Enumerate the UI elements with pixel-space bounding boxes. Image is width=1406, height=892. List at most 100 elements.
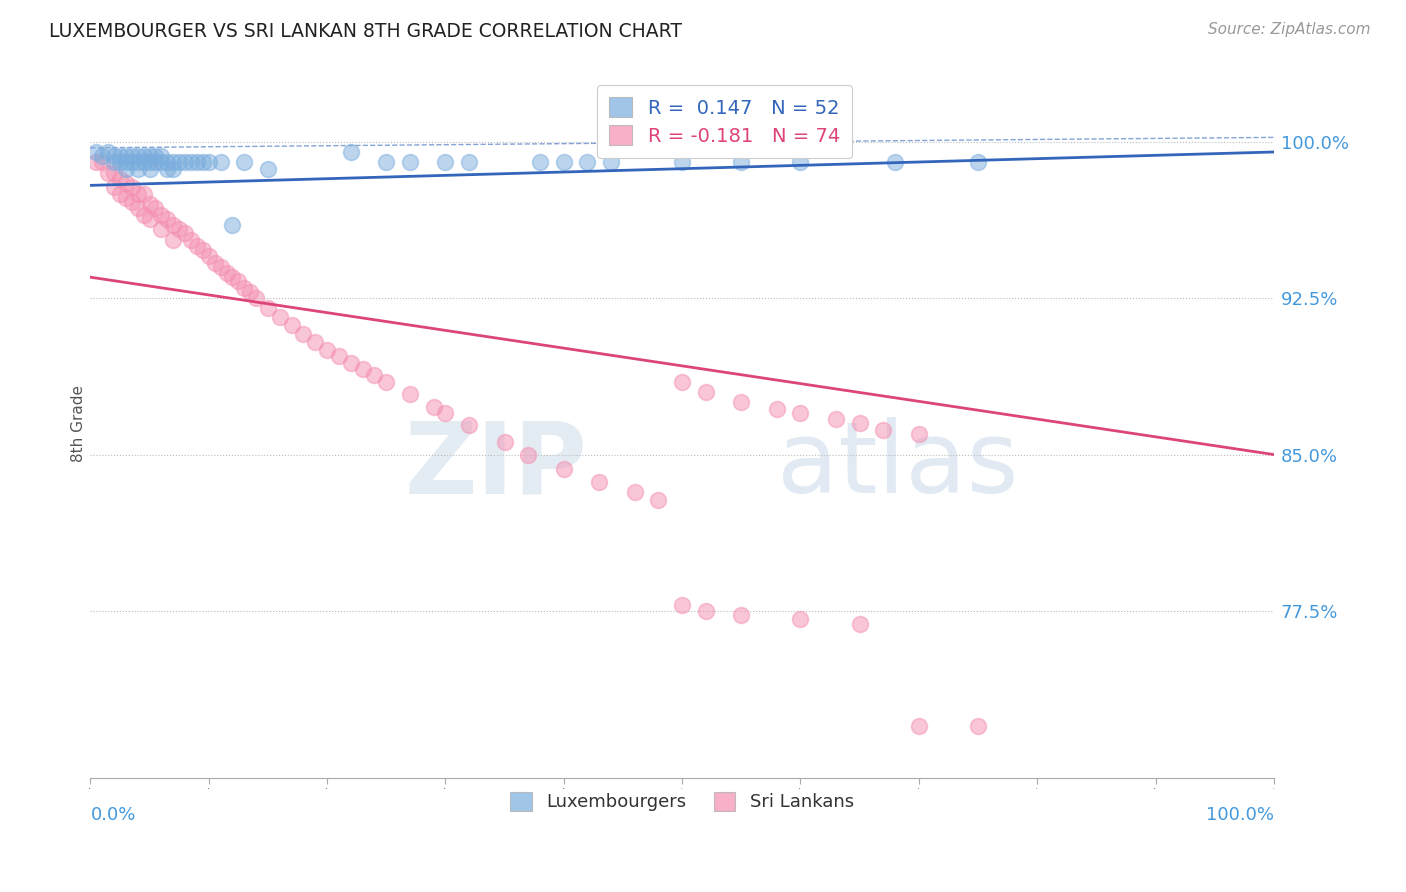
Point: [115, 149, 138, 163]
Text: atlas: atlas: [778, 417, 1018, 515]
Point: [789, 155, 811, 169]
Point: [150, 155, 173, 169]
Y-axis label: 8th Grade: 8th Grade: [72, 384, 86, 462]
Point: [138, 149, 160, 163]
Point: [209, 260, 232, 274]
Point: [434, 155, 457, 169]
Point: [91, 149, 114, 163]
Point: [553, 462, 575, 476]
Point: [671, 155, 693, 169]
Point: [138, 211, 160, 226]
Point: [695, 384, 717, 399]
Point: [162, 161, 184, 176]
Point: [269, 310, 291, 324]
Point: [215, 266, 238, 280]
Point: [848, 417, 870, 431]
Point: [458, 418, 481, 433]
Point: [245, 291, 267, 305]
Point: [174, 155, 197, 169]
Point: [145, 149, 167, 163]
Point: [848, 616, 870, 631]
Point: [967, 719, 990, 733]
Point: [239, 285, 262, 299]
Point: [671, 375, 693, 389]
Point: [121, 149, 143, 163]
Point: [422, 400, 444, 414]
Point: [108, 186, 131, 201]
Point: [150, 222, 173, 236]
Point: [316, 343, 339, 358]
Point: [228, 274, 250, 288]
Point: [150, 208, 173, 222]
Point: [167, 155, 190, 169]
Point: [127, 186, 149, 201]
Point: [292, 326, 315, 341]
Point: [647, 493, 669, 508]
Point: [138, 155, 160, 169]
Text: ZIP: ZIP: [405, 417, 588, 515]
Point: [132, 186, 155, 201]
Point: [108, 149, 131, 163]
Point: [127, 161, 149, 176]
Point: [145, 155, 167, 169]
Point: [115, 161, 138, 176]
Point: [304, 334, 326, 349]
Point: [375, 155, 398, 169]
Point: [233, 155, 256, 169]
Text: 100.0%: 100.0%: [1206, 806, 1274, 824]
Point: [399, 387, 422, 401]
Point: [695, 604, 717, 618]
Point: [789, 406, 811, 420]
Point: [576, 155, 599, 169]
Point: [97, 145, 120, 159]
Point: [280, 318, 302, 333]
Point: [730, 395, 752, 409]
Point: [167, 222, 190, 236]
Point: [86, 155, 108, 169]
Point: [908, 426, 931, 441]
Text: LUXEMBOURGER VS SRI LANKAN 8TH GRADE CORRELATION CHART: LUXEMBOURGER VS SRI LANKAN 8TH GRADE COR…: [49, 22, 682, 41]
Point: [197, 155, 219, 169]
Point: [132, 155, 155, 169]
Point: [375, 375, 398, 389]
Point: [180, 155, 202, 169]
Point: [127, 149, 149, 163]
Point: [150, 149, 173, 163]
Point: [257, 161, 280, 176]
Point: [162, 155, 184, 169]
Point: [766, 401, 789, 416]
Point: [363, 368, 385, 383]
Point: [115, 191, 138, 205]
Point: [221, 270, 243, 285]
Point: [339, 145, 361, 159]
Point: [156, 155, 179, 169]
Point: [600, 155, 623, 169]
Point: [156, 161, 179, 176]
Point: [97, 166, 120, 180]
Point: [588, 475, 610, 489]
Point: [197, 249, 219, 263]
Point: [328, 350, 350, 364]
Point: [517, 448, 540, 462]
Point: [529, 155, 551, 169]
Point: [204, 255, 226, 269]
Point: [186, 155, 208, 169]
Point: [91, 155, 114, 169]
Point: [174, 227, 197, 241]
Point: [553, 155, 575, 169]
Point: [121, 180, 143, 194]
Point: [730, 155, 752, 169]
Point: [233, 280, 256, 294]
Point: [108, 172, 131, 186]
Point: [145, 202, 167, 216]
Point: [191, 243, 214, 257]
Point: [103, 180, 125, 194]
Point: [132, 149, 155, 163]
Point: [108, 155, 131, 169]
Point: [156, 211, 179, 226]
Point: [86, 145, 108, 159]
Point: [103, 166, 125, 180]
Point: [221, 218, 243, 232]
Point: [138, 161, 160, 176]
Point: [121, 155, 143, 169]
